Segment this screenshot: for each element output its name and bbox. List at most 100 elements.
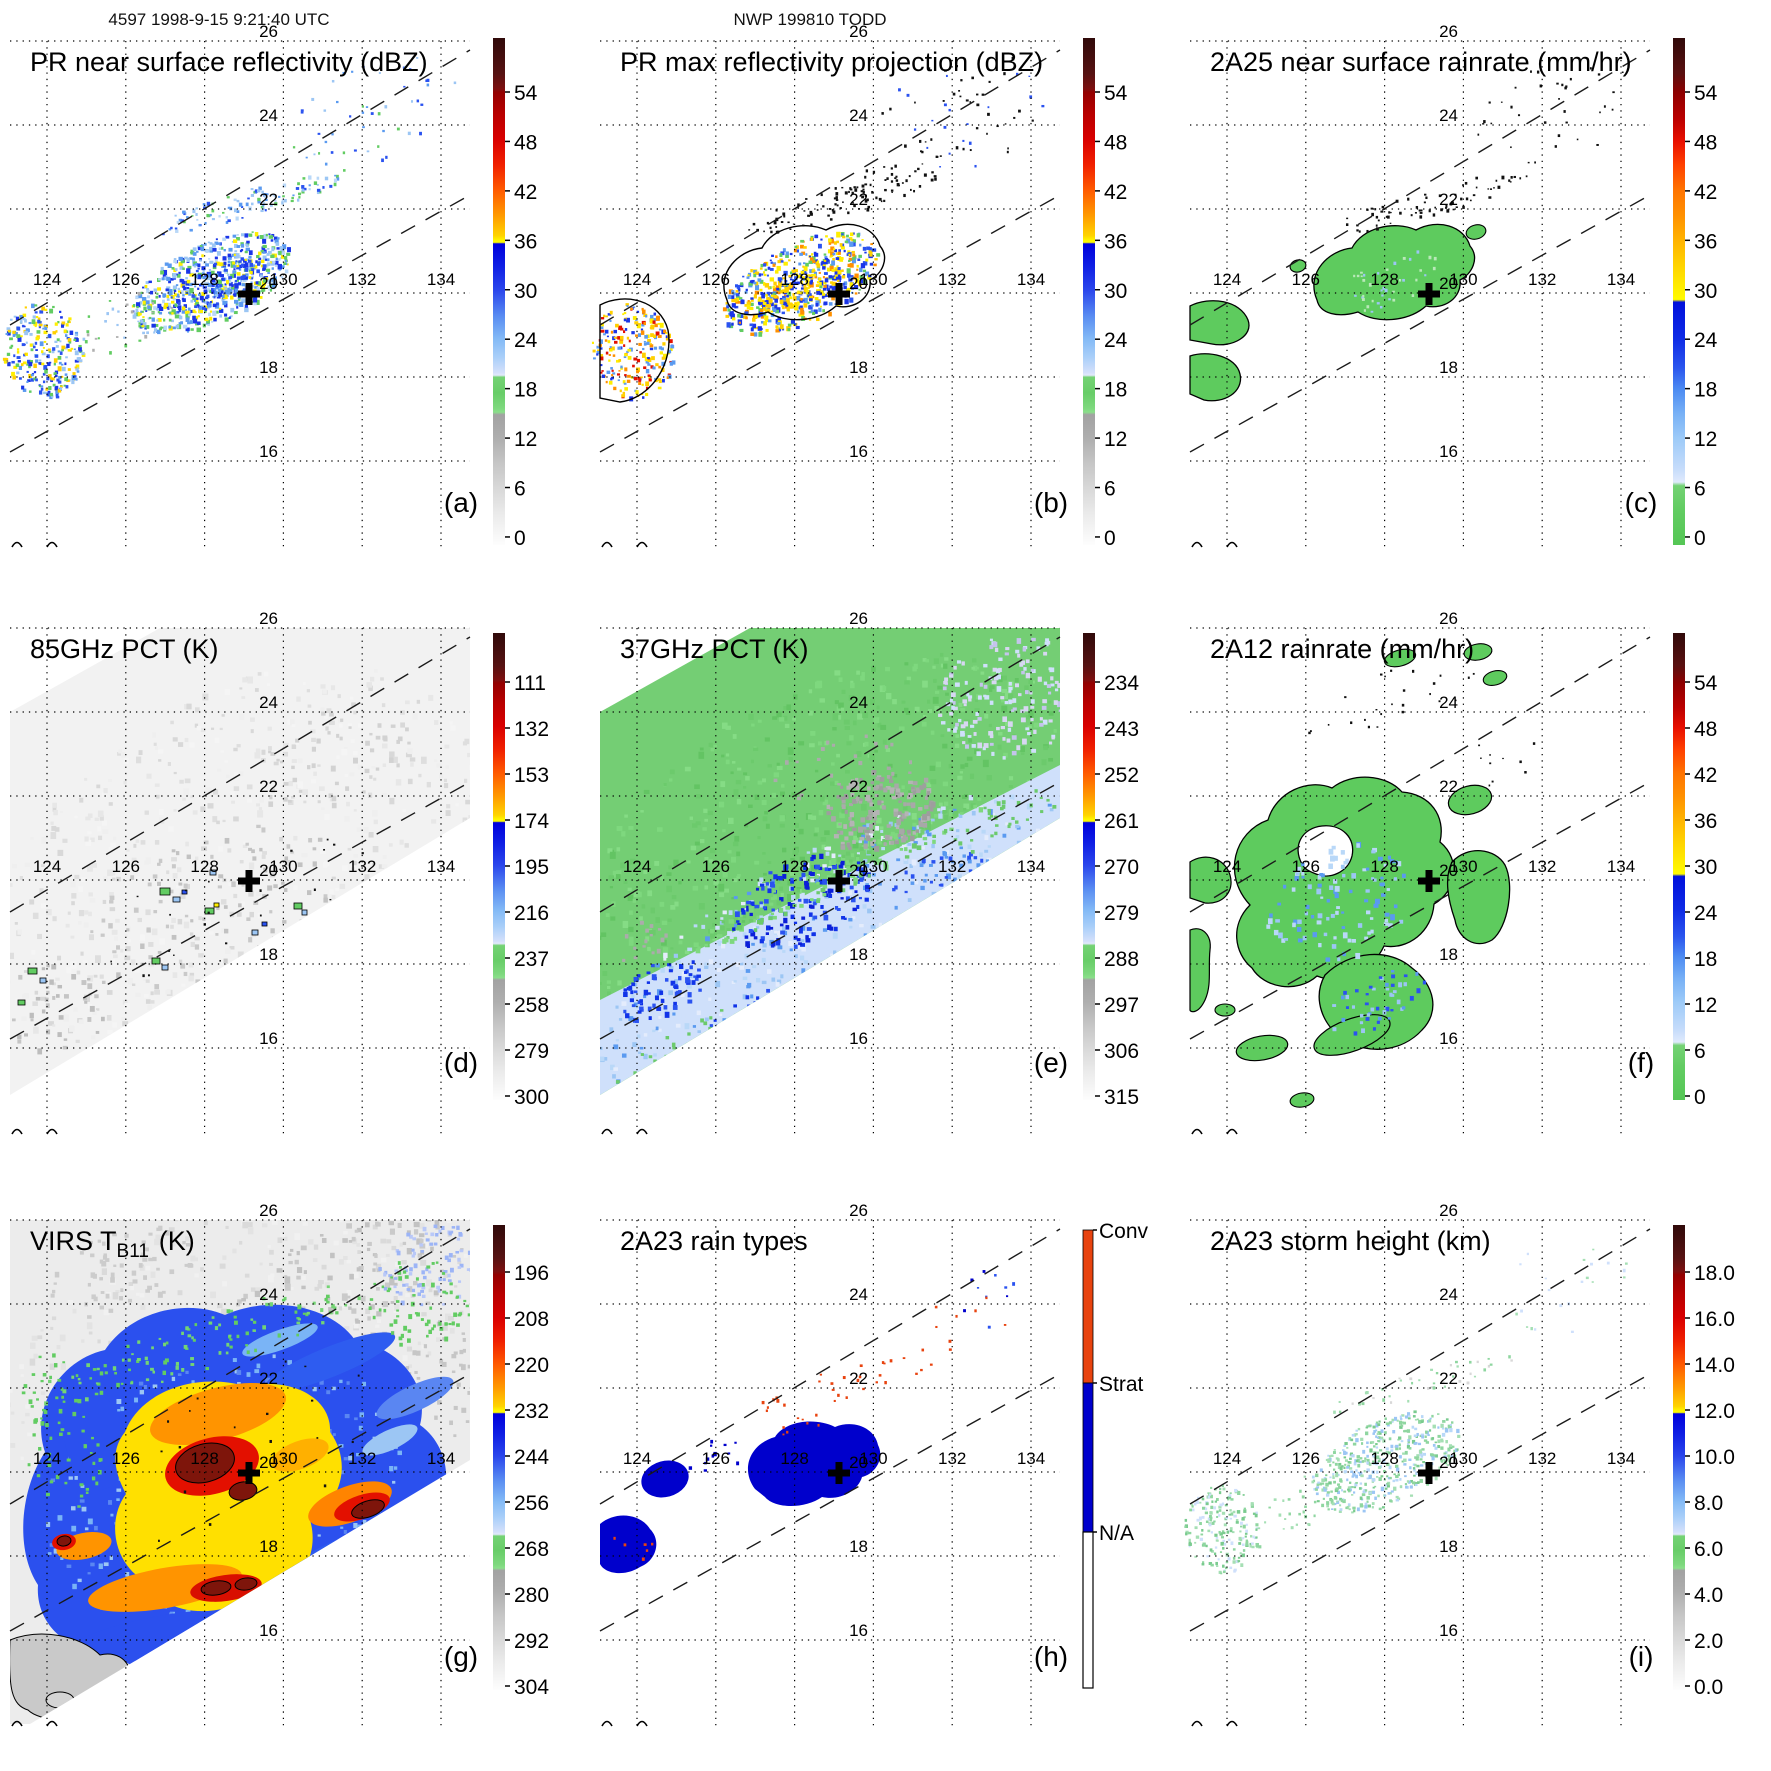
- lon-label: 130: [859, 270, 887, 289]
- lat-label: 26: [259, 1201, 278, 1220]
- lat-label: 18: [1439, 945, 1458, 964]
- lon-label: 132: [1528, 857, 1556, 876]
- geo-labels-c: 124 126 128 130 132 134 26 24 22 20 18 16: [1213, 22, 1635, 461]
- storm-center-marker: [238, 283, 260, 305]
- geo-labels-d: 124 126 128 130 132 134 26 24 22 20 18 16: [33, 609, 455, 1048]
- panel-i: 124 126 128 130 132 134 26 24 22 20 18 16 2A23 storm…: [1184, 1201, 1735, 1727]
- coastline-mark: [601, 541, 613, 548]
- storm-center-marker: [828, 870, 850, 892]
- colorbar-tick-label: 279: [514, 1040, 549, 1063]
- coastline-mark: [46, 541, 58, 548]
- colorbar-h: Conv Strat N/A: [1082, 1220, 1149, 1689]
- lon-label: 134: [427, 857, 455, 876]
- lon-label: 132: [348, 270, 376, 289]
- lat-label: 16: [849, 442, 868, 461]
- lon-label: 126: [112, 857, 140, 876]
- lon-label: 128: [1370, 1449, 1398, 1468]
- coastline-mark: [1226, 1128, 1238, 1135]
- coastline-mark: [46, 1128, 58, 1135]
- lat-label: 26: [1439, 1201, 1458, 1220]
- panel-h: 124 126 128 130 132 134 26 24 22 20 18 16 2A23 rain …: [599, 1201, 1149, 1727]
- colorbar-tick-label: 268: [514, 1538, 549, 1561]
- lat-label: 24: [849, 106, 868, 125]
- colorbar-tick-label: 30: [514, 280, 537, 303]
- lat-label: 26: [849, 1201, 868, 1220]
- colorbar-tick-label: 243: [1104, 718, 1139, 741]
- colorbar-c: 54 48 42 36 30 24 18 12 6 0: [1673, 38, 1718, 550]
- colorbar-d: 111 132 153 174 195 216 237 258 279 300: [493, 633, 549, 1109]
- panel-letter: (i): [1629, 1641, 1654, 1672]
- swath-edge-lines-d: [9, 636, 471, 1040]
- colorbar-tick-label: 54: [1104, 82, 1128, 105]
- colorbar-tick-label: 42: [1694, 764, 1717, 787]
- colorbar-tick-label: 6.0: [1694, 1538, 1723, 1561]
- colorbar-tick-label: 12: [1694, 428, 1717, 451]
- colorbar-tick-label: 36: [1104, 230, 1127, 253]
- lon-label: 126: [112, 1449, 140, 1468]
- lon-label: 134: [1607, 857, 1635, 876]
- grid-a: [10, 40, 470, 547]
- lon-label: 134: [427, 270, 455, 289]
- coastline-mark: [11, 1128, 23, 1135]
- panel-title: PR near surface reflectivity (dBZ): [30, 47, 428, 77]
- colorbar-tick-label: 6: [1104, 478, 1116, 501]
- colorbar-tick-label: 244: [514, 1446, 549, 1469]
- panel-title: 2A25 near surface rainrate (mm/hr): [1210, 47, 1632, 77]
- lat-label: 18: [1439, 1537, 1458, 1556]
- colorbar-tick-label: 220: [514, 1354, 549, 1377]
- coastline-mark: [636, 541, 648, 548]
- lat-label: 24: [1439, 693, 1458, 712]
- colorbar-tick-label: 0: [1104, 527, 1116, 550]
- lat-label: 26: [849, 22, 868, 41]
- swath-edge-lines-c: [1189, 49, 1651, 453]
- panel-d: 124 126 128 130 132 134 26 24 22 20 18 16 85GHz PCT …: [9, 609, 549, 1135]
- grid-b: [600, 40, 1060, 547]
- panel-letter: (f): [1628, 1047, 1654, 1078]
- grid-d: [10, 627, 470, 1134]
- grid-f: [1190, 627, 1650, 1134]
- lon-label: 126: [1292, 857, 1320, 876]
- lon-label: 126: [702, 1449, 730, 1468]
- colorbar-tick-label: 36: [514, 230, 537, 253]
- lon-label: 130: [859, 1449, 887, 1468]
- lat-label: 24: [259, 1285, 278, 1304]
- grid-e: [600, 627, 1060, 1134]
- colorbar-tick-label: 8.0: [1694, 1492, 1723, 1515]
- colorbar-tick-label: 234: [1104, 672, 1139, 695]
- colorbar-tick-label: 256: [514, 1492, 549, 1515]
- grid-i: [1190, 1219, 1650, 1726]
- lon-label: 128: [780, 857, 808, 876]
- colorbar-tick-label: 280: [514, 1584, 549, 1607]
- geo-labels-h: 124 126 128 130 132 134 26 24 22 20 18 16: [623, 1201, 1045, 1640]
- coastline-mark: [46, 1720, 58, 1727]
- panel-letter: (d): [444, 1047, 478, 1078]
- colorbar-tick-label: 12.0: [1694, 1400, 1735, 1423]
- coastline-mark: [1226, 541, 1238, 548]
- panel-title: 37GHz PCT (K): [620, 634, 809, 664]
- swath-edge-lines-h: [599, 1228, 1061, 1632]
- lat-label: 16: [259, 1029, 278, 1048]
- colorbar-tick-label: 6: [1694, 1040, 1706, 1063]
- lon-label: 126: [1292, 1449, 1320, 1468]
- swath-edge-lines-f: [1189, 636, 1651, 1040]
- colorbar-tick-label: 315: [1104, 1086, 1139, 1109]
- panel-letter: (b): [1034, 487, 1068, 518]
- lat-label: 20: [1439, 274, 1458, 293]
- colorbar-tick-label: 252: [1104, 764, 1139, 787]
- colorbar-tick-label: 16.0: [1694, 1308, 1735, 1331]
- panel-letter: (g): [444, 1641, 478, 1672]
- lon-label: 134: [1607, 270, 1635, 289]
- header-storm-info: NWP 199810 TODD: [733, 10, 887, 29]
- grid-g: [10, 1219, 470, 1726]
- colorbar-tick-label: 174: [514, 810, 549, 833]
- colorbar-label: Conv: [1099, 1220, 1149, 1243]
- colorbar-tick-label: 304: [514, 1676, 549, 1699]
- colorbar-tick-label: 2.0: [1694, 1630, 1723, 1653]
- colorbar-tick-label: 196: [514, 1262, 549, 1285]
- colorbar-tick-label: 48: [1104, 131, 1127, 154]
- panel-title: 85GHz PCT (K): [30, 634, 219, 664]
